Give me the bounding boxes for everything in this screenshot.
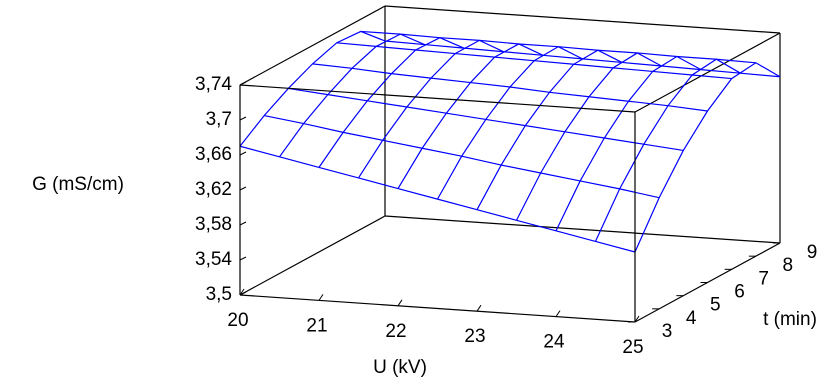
x-tick (476, 304, 482, 312)
z-tick (239, 151, 247, 156)
surface-line (476, 49, 623, 210)
box-edge (634, 32, 781, 113)
x-axis-label: U (kV) (373, 357, 427, 378)
surface-line (555, 55, 702, 232)
surface-line (515, 52, 662, 221)
z-tick-label: 3,58 (195, 214, 232, 235)
x-tick-label: 25 (622, 337, 643, 358)
x-tick-label: 20 (227, 310, 248, 331)
box-edge (384, 215, 781, 244)
y-tick-label: 3 (662, 321, 673, 342)
y-tick-label: 9 (807, 242, 818, 263)
box-edge (239, 84, 636, 113)
box-edge (239, 294, 636, 323)
y-tick-label: 4 (686, 308, 697, 329)
x-tick-label: 21 (306, 315, 327, 336)
surface-line (318, 37, 465, 168)
z-tick (239, 81, 247, 86)
z-tick (239, 291, 247, 296)
z-tick (239, 256, 247, 261)
z-tick-label: 3,62 (195, 179, 232, 200)
surface-line (397, 43, 544, 189)
surface-line (279, 33, 425, 158)
y-axis-label: t (min) (763, 309, 817, 330)
z-tick (239, 116, 247, 121)
surface-line (594, 58, 741, 242)
z-tick-label: 3,5 (206, 284, 232, 305)
z-tick-label: 3,7 (206, 109, 232, 130)
x-tick (634, 315, 640, 323)
x-tick (397, 299, 403, 307)
surface-line (357, 39, 504, 179)
x-tick (318, 294, 324, 301)
z-tick-label: 3,74 (195, 74, 232, 95)
box-edge (239, 215, 386, 296)
surface-line (634, 62, 781, 253)
y-tick-label: 6 (734, 282, 745, 303)
z-tick (239, 186, 247, 191)
x-tick-label: 23 (464, 326, 485, 347)
surface-line (239, 30, 386, 147)
z-tick-label: 3,54 (195, 249, 232, 270)
box-edge (384, 5, 781, 34)
surface-line (436, 45, 583, 200)
y-tick-label: 8 (783, 255, 794, 276)
y-tick-label: 7 (758, 268, 769, 289)
y-tick-label: 5 (710, 295, 721, 316)
box-edge (239, 5, 386, 86)
x-tick-label: 24 (543, 332, 565, 353)
z-tick-label: 3,66 (195, 144, 232, 165)
z-axis-label: G (mS/cm) (32, 174, 124, 195)
x-tick (239, 288, 245, 296)
x-tick-label: 22 (385, 321, 406, 342)
x-tick (555, 310, 561, 317)
z-tick (239, 221, 247, 226)
